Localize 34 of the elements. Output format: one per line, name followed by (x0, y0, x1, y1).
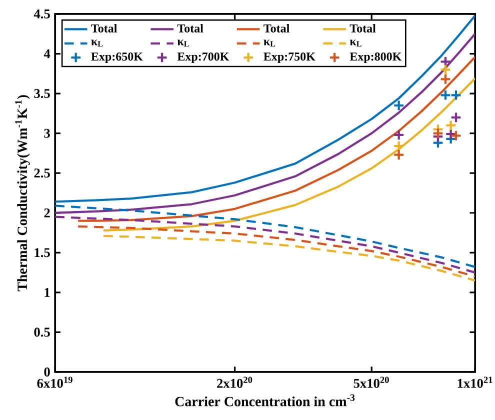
legend-label: κ$_{L}$ (91, 40, 103, 47)
y-tick-label: 0 (44, 367, 50, 376)
x-tick-label: 2x10$^{20}$ (217, 376, 252, 388)
y-axis-title: Thermal Conductivity(Wm$^{-1}$K$^{-1}$) (15, 95, 30, 292)
point (432, 128, 444, 140)
legend-label: κ$_{L}$ (264, 40, 276, 47)
legend-label: Exp:650K (91, 52, 143, 64)
y-tick-label: 2.5 (34, 168, 50, 178)
point (440, 73, 452, 85)
y-tick-label: 1.5 (34, 248, 50, 258)
point (440, 89, 452, 101)
x-axis-title: Carrier Concentration in cm$^{-3}$ (175, 394, 355, 406)
point (440, 56, 452, 68)
point (440, 64, 452, 76)
y-tick-label: 3.5 (34, 89, 50, 98)
legend-label: Exp:700K (177, 52, 230, 64)
y-tick-label: 0.5 (34, 328, 50, 337)
legend-label: Total (177, 24, 204, 32)
x-tick-label: 5x10$^{20}$ (354, 376, 389, 388)
y-tick-label: 1 (44, 288, 50, 297)
y-tick-label: 4 (44, 49, 50, 58)
legend-label: κ$_{L}$ (350, 40, 362, 47)
legend-label: Exp:800K (350, 52, 402, 64)
y-tick-label: 2 (44, 208, 50, 218)
x-tick-label: 1x10$^{21}$ (458, 376, 492, 388)
legend-label: κ$_{L}$ (177, 40, 189, 47)
point (445, 120, 457, 132)
y-tick-label: 3 (44, 128, 50, 138)
legend-label: Total (91, 24, 117, 32)
y-tick-label: 4.5 (34, 10, 50, 18)
x-tick-label: 6x10$^{19}$ (37, 376, 72, 388)
legend-label: Total (350, 24, 376, 32)
legend-label: Total (264, 24, 290, 32)
legend-label: Exp:750K (264, 52, 316, 64)
